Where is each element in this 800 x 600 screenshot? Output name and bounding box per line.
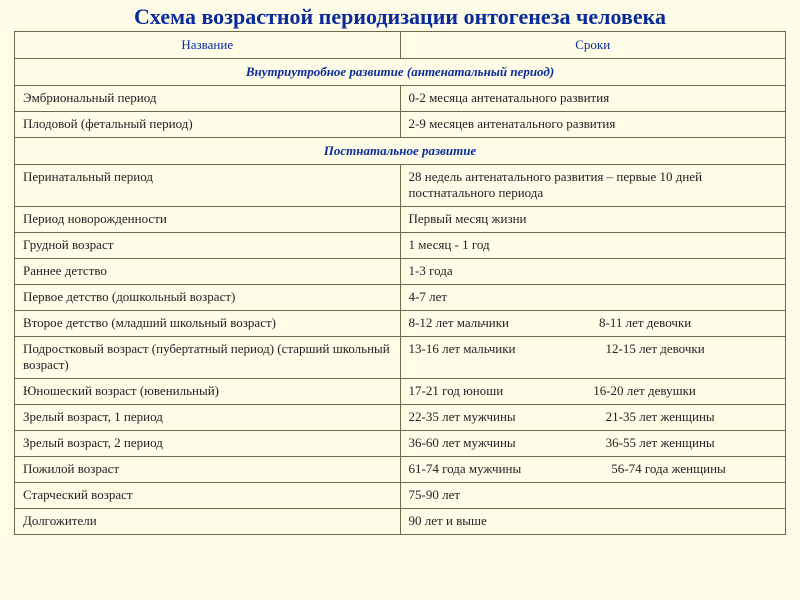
table-row: Раннее детство 1-3 года — [15, 259, 786, 285]
table-row: Перинатальный период 28 недель антенатал… — [15, 165, 786, 207]
row-name: Плодовой (фетальный период) — [15, 112, 401, 138]
section-antenatal-label: Внутриутробное развитие (антенатальный п… — [15, 59, 786, 86]
table-row: Плодовой (фетальный период) 2-9 месяцев … — [15, 112, 786, 138]
row-term: 22-35 лет мужчины 21-35 лет женщины — [400, 405, 786, 431]
table-row: Период новорожденности Первый месяц жизн… — [15, 207, 786, 233]
term-female: 36-55 лет женщины — [606, 435, 715, 450]
row-name: Юношеский возраст (ювенильный) — [15, 379, 401, 405]
row-term: 90 лет и выше — [400, 509, 786, 535]
term-male: 36-60 лет мужчины — [409, 435, 516, 450]
table-row: Зрелый возраст, 1 период 22-35 лет мужчи… — [15, 405, 786, 431]
row-term: 1-3 года — [400, 259, 786, 285]
row-name: Период новорожденности — [15, 207, 401, 233]
row-name: Долгожители — [15, 509, 401, 535]
term-male: 8-12 лет мальчики — [409, 315, 509, 330]
row-name: Эмбриональный период — [15, 86, 401, 112]
row-name: Старческий возраст — [15, 483, 401, 509]
table-row: Зрелый возраст, 2 период 36-60 лет мужчи… — [15, 431, 786, 457]
table-header-row: Название Сроки — [15, 32, 786, 59]
table-row: Пожилой возраст 61-74 года мужчины 56-74 … — [15, 457, 786, 483]
row-term: 61-74 года мужчины 56-74 года женщины — [400, 457, 786, 483]
table-row: Долгожители 90 лет и выше — [15, 509, 786, 535]
table-row: Подростковый возраст (пубертатный период… — [15, 337, 786, 379]
row-term: 17-21 год юноши 16-20 лет девушки — [400, 379, 786, 405]
term-female: 56-74 года женщины — [611, 461, 726, 476]
table-row: Юношеский возраст (ювенильный) 17-21 год… — [15, 379, 786, 405]
row-name: Раннее детство — [15, 259, 401, 285]
term-female: 8-11 лет девочки — [599, 315, 691, 330]
table-row: Эмбриональный период 0-2 месяца антената… — [15, 86, 786, 112]
periodization-table: Название Сроки Внутриутробное развитие (… — [14, 31, 786, 535]
row-name: Пожилой возраст — [15, 457, 401, 483]
row-name: Зрелый возраст, 1 период — [15, 405, 401, 431]
table-row: Второе детство (младший школьный возраст… — [15, 311, 786, 337]
section-postnatal: Постнатальное развитие — [15, 138, 786, 165]
section-antenatal: Внутриутробное развитие (антенатальный п… — [15, 59, 786, 86]
term-female: 16-20 лет девушки — [593, 383, 696, 398]
table-row: Первое детство (дошкольный возраст) 4-7 … — [15, 285, 786, 311]
row-term: 28 недель антенатального развития – перв… — [400, 165, 786, 207]
row-term: 75-90 лет — [400, 483, 786, 509]
term-male: 17-21 год юноши — [409, 383, 504, 398]
term-male: 61-74 года мужчины — [409, 461, 522, 476]
term-male: 22-35 лет мужчины — [409, 409, 516, 424]
header-name: Название — [15, 32, 401, 59]
row-name: Подростковый возраст (пубертатный период… — [15, 337, 401, 379]
row-term: 2-9 месяцев антенатального развития — [400, 112, 786, 138]
row-term: Первый месяц жизни — [400, 207, 786, 233]
table-row: Грудной возраст 1 месяц - 1 год — [15, 233, 786, 259]
term-male: 13-16 лет мальчики — [409, 341, 516, 356]
page-title: Схема возрастной периодизации онтогенеза… — [0, 0, 800, 31]
row-name: Второе детство (младший школьный возраст… — [15, 311, 401, 337]
row-term: 1 месяц - 1 год — [400, 233, 786, 259]
row-name: Первое детство (дошкольный возраст) — [15, 285, 401, 311]
row-name: Перинатальный период — [15, 165, 401, 207]
term-female: 21-35 лет женщины — [606, 409, 715, 424]
row-term: 4-7 лет — [400, 285, 786, 311]
row-term: 0-2 месяца антенатального развития — [400, 86, 786, 112]
term-female: 12-15 лет девочки — [605, 341, 704, 356]
row-term: 8-12 лет мальчики 8-11 лет девочки — [400, 311, 786, 337]
row-term: 36-60 лет мужчины 36-55 лет женщины — [400, 431, 786, 457]
row-name: Грудной возраст — [15, 233, 401, 259]
row-name: Зрелый возраст, 2 период — [15, 431, 401, 457]
row-term: 13-16 лет мальчики 12-15 лет девочки — [400, 337, 786, 379]
table-row: Старческий возраст 75-90 лет — [15, 483, 786, 509]
section-postnatal-label: Постнатальное развитие — [15, 138, 786, 165]
header-term: Сроки — [400, 32, 786, 59]
